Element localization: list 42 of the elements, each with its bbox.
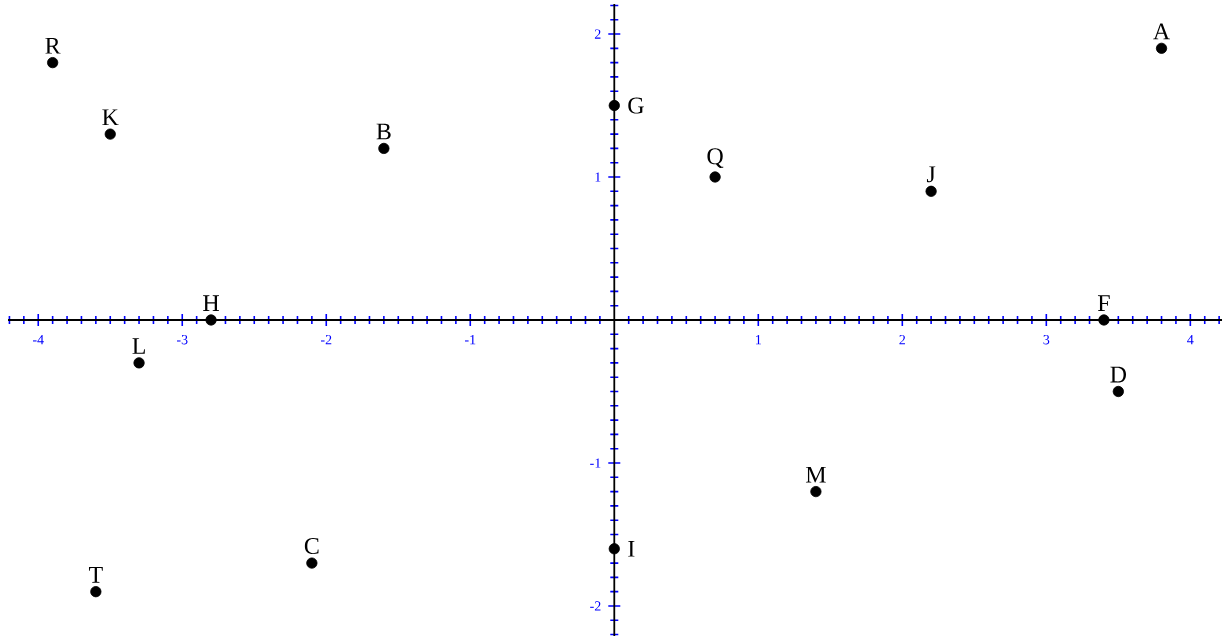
annotation: J bbox=[926, 166, 936, 183]
point bbox=[104, 128, 116, 140]
point bbox=[810, 485, 822, 498]
point bbox=[608, 99, 620, 112]
y-tick-label: 2 bbox=[594, 29, 601, 39]
annotation: F bbox=[1097, 295, 1110, 311]
y-tick-label: -1 bbox=[590, 458, 601, 468]
point bbox=[47, 57, 59, 69]
point bbox=[378, 142, 390, 155]
y-tick-label: -2 bbox=[590, 601, 601, 611]
annotation: L bbox=[132, 338, 145, 354]
x-tick-label: -4 bbox=[32, 335, 44, 345]
x-tick-label: -3 bbox=[176, 335, 188, 345]
annotation: I bbox=[628, 540, 635, 557]
x-tick-label: 3 bbox=[1043, 335, 1050, 345]
point bbox=[133, 357, 145, 369]
point bbox=[205, 314, 217, 326]
point bbox=[306, 557, 318, 569]
annotation: B bbox=[376, 123, 391, 140]
point bbox=[608, 543, 620, 555]
annotation: K bbox=[102, 109, 119, 126]
annotation: M bbox=[805, 466, 826, 483]
point bbox=[925, 185, 937, 197]
x-tick-label: 4 bbox=[1187, 335, 1194, 345]
point bbox=[709, 171, 721, 183]
annotation: D bbox=[1110, 366, 1127, 383]
point bbox=[90, 586, 102, 598]
point bbox=[1155, 42, 1168, 54]
x-tick-label: -1 bbox=[465, 335, 476, 345]
x-tick-label: 2 bbox=[899, 335, 906, 345]
y-tick-label: 1 bbox=[595, 172, 601, 182]
annotation: C bbox=[304, 537, 319, 555]
annotation: H bbox=[203, 295, 219, 311]
annotation: A bbox=[1153, 23, 1170, 40]
x-tick-label: 1 bbox=[756, 335, 761, 345]
annotation: R bbox=[45, 37, 61, 54]
annotation: Q bbox=[707, 148, 724, 168]
x-tick-label: -2 bbox=[320, 335, 332, 345]
annotation: T bbox=[88, 566, 103, 583]
point bbox=[1098, 314, 1110, 326]
point bbox=[1112, 385, 1124, 398]
annotation: G bbox=[628, 97, 644, 114]
